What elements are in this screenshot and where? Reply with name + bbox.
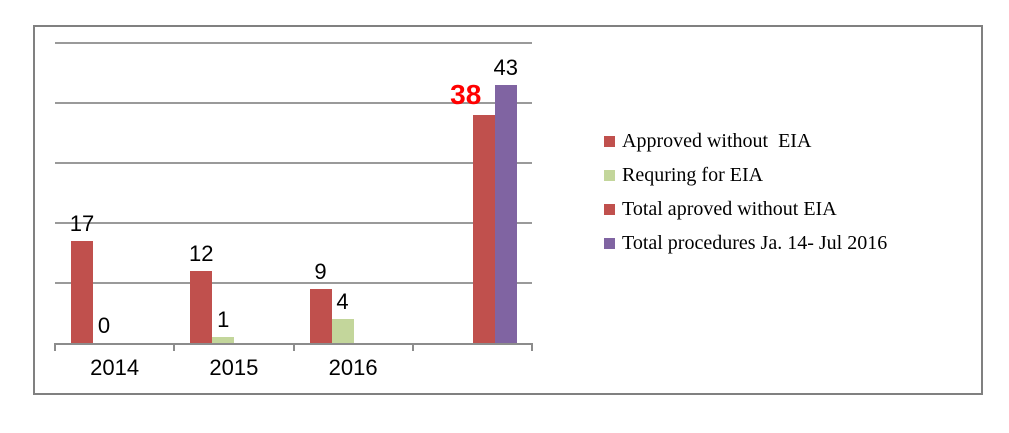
gridline: [55, 282, 532, 284]
legend-label: Approved without EIA: [622, 130, 812, 152]
x-axis-tick: [292, 343, 295, 351]
x-axis-label: 2016: [328, 355, 378, 380]
bar: [331, 319, 354, 343]
bar: [494, 85, 517, 343]
bar-label: 38: [450, 79, 482, 110]
legend-marker: [604, 203, 615, 215]
legend-item: Requring for EIA: [604, 158, 887, 192]
legend: Approved without EIA Requring for EIA Tota…: [604, 124, 887, 260]
bar: [212, 337, 235, 343]
legend-marker: [604, 169, 615, 181]
x-axis-tick: [173, 343, 176, 351]
bar-label: 4: [336, 289, 349, 314]
bar-label: 9: [314, 259, 327, 284]
x-axis-label: 2015: [209, 355, 259, 380]
bar: [309, 289, 332, 343]
bar-label: 17: [69, 211, 95, 236]
legend-label: Total aproved without EIA: [622, 198, 837, 220]
bar-label: 0: [97, 313, 111, 338]
bar-label: 1: [217, 307, 230, 332]
x-axis-tick: [411, 343, 414, 351]
plot-area: 17 12 9 0 1 4 38 43 2014 2015 2016: [54, 42, 533, 379]
legend-label: Total procedures Ja. 14- Jul 2016: [622, 232, 888, 254]
bar-label: 12: [189, 241, 214, 266]
legend-marker: [604, 135, 615, 147]
bar: [472, 115, 495, 343]
gridline: [55, 102, 532, 104]
x-axis-tick: [531, 343, 533, 351]
x-axis-label: 2014: [90, 355, 140, 380]
bar: [190, 271, 213, 343]
x-axis-tick: [54, 343, 56, 351]
chart-frame: 17 12 9 0 1 4 38 43 2014 2015 2016 Approved withou…: [33, 25, 983, 395]
legend-label: Requring for EIA: [622, 164, 764, 186]
gridline: [55, 42, 532, 44]
legend-item: Total aproved without EIA: [604, 192, 887, 226]
bar-label: 43: [493, 55, 518, 80]
legend-item: Approved without EIA: [604, 124, 887, 158]
gridline: [55, 222, 532, 224]
bar: [71, 241, 93, 343]
gridline: [55, 162, 532, 164]
legend-item: Total procedures Ja. 14- Jul 2016: [604, 226, 887, 260]
legend-marker: [604, 237, 615, 249]
